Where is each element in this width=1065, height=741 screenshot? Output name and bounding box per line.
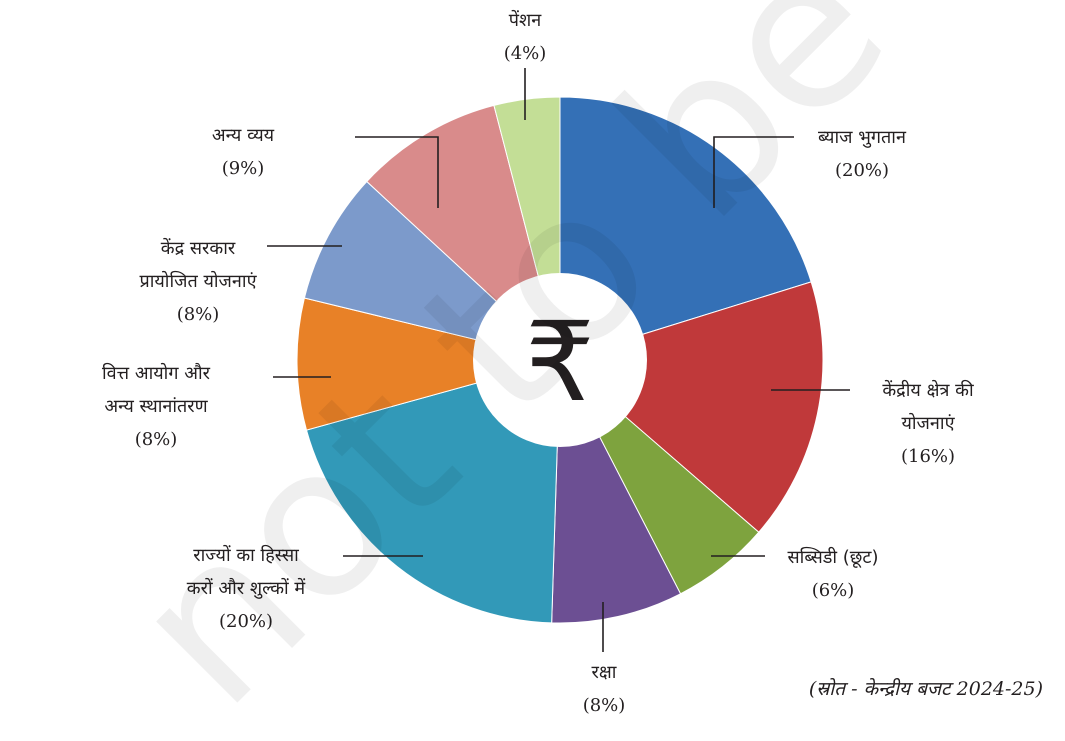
percent-label: (20%) <box>219 611 273 632</box>
percent-label: (16%) <box>901 446 955 467</box>
slice-labels: ब्याज भुगतान (20%) केंद्रीय क्षेत्र की योजन… <box>102 9 974 716</box>
percent-label: (20%) <box>835 160 889 181</box>
pie-slice <box>296 297 562 431</box>
pie-slice <box>305 359 561 624</box>
leader-line <box>355 136 439 208</box>
source-note: (स्रोत - केन्द्रीय बजट 2024-25) <box>809 677 1043 700</box>
category-label: केंद्रीय क्षेत्र की <box>882 379 974 401</box>
rupee-symbol: ₹ <box>525 298 595 426</box>
category-label: सब्सिडी (छूट) <box>787 546 878 568</box>
category-label: वित्त आयोग और <box>102 362 211 384</box>
category-label: प्रायोजित योजनाएं <box>139 270 257 292</box>
category-label: ब्याज भुगतान <box>818 127 907 148</box>
pie-slice <box>559 96 812 361</box>
category-label: करों और शुल्कों में <box>187 577 307 599</box>
category-label: रक्षा <box>592 662 617 683</box>
category-label: केंद्र सरकार <box>161 237 236 259</box>
category-label: अन्य व्यय <box>212 125 275 146</box>
category-label: राज्यों का हिस्सा <box>193 544 299 566</box>
leader-lines <box>267 68 850 652</box>
percent-label: (9%) <box>222 158 265 179</box>
category-label: अन्य स्थानांतरण <box>104 396 208 417</box>
leader-line <box>713 136 794 208</box>
percent-label: (4%) <box>504 43 547 64</box>
category-label: पेंशन <box>509 9 542 31</box>
percent-label: (8%) <box>583 695 626 716</box>
percent-label: (6%) <box>812 580 855 601</box>
percent-label: (8%) <box>177 304 220 325</box>
percent-label: (8%) <box>135 429 178 450</box>
donut-hole <box>473 273 647 447</box>
category-label: योजनाएं <box>901 412 955 434</box>
